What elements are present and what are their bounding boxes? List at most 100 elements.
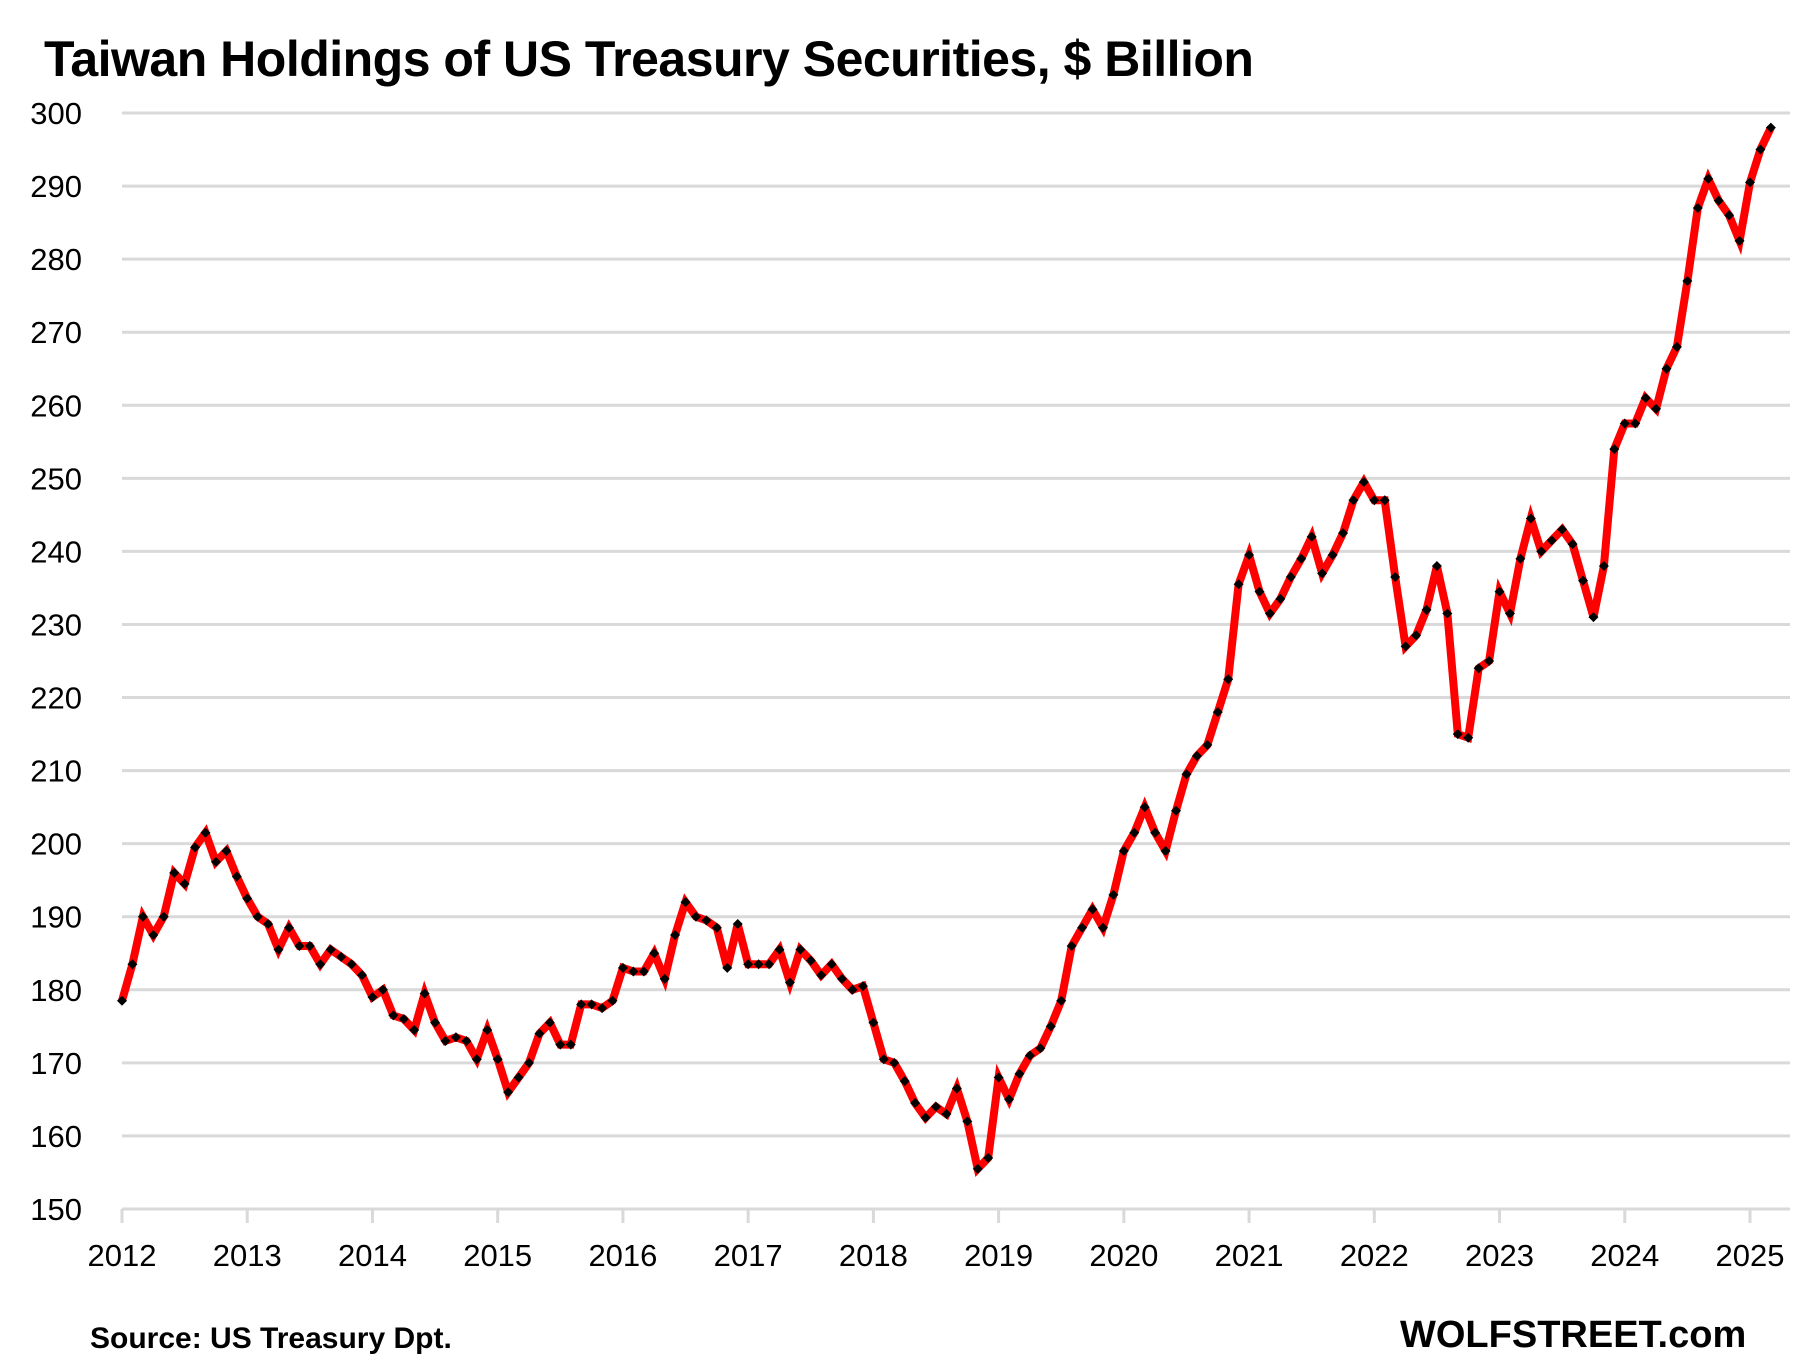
data-point [889, 1057, 900, 1068]
data-point [127, 959, 138, 970]
data-point [649, 948, 660, 959]
data-point [1713, 195, 1724, 206]
data-point [252, 911, 263, 922]
data-point [1129, 827, 1140, 838]
data-point [743, 959, 754, 970]
data-point [628, 966, 639, 977]
y-tick-label: 180 [30, 973, 82, 1008]
data-point [711, 922, 722, 933]
y-tick-label: 220 [30, 681, 82, 716]
y-tick-label: 210 [30, 754, 82, 789]
x-tick-label: 2021 [1215, 1238, 1284, 1273]
data-point [931, 1101, 941, 1112]
data-point [1212, 707, 1223, 718]
data-point [388, 1010, 399, 1021]
data-point [1202, 740, 1213, 751]
y-tick-label: 160 [30, 1119, 82, 1154]
data-point [242, 893, 253, 904]
x-tick-label: 2019 [964, 1238, 1033, 1273]
data-point [764, 959, 775, 970]
data-point [231, 871, 242, 882]
y-axis-ticks: 150 160 170 180 190 200 210 220 230 240 250 260 270 2… [30, 96, 82, 1227]
data-point [1118, 845, 1129, 856]
data-point [1296, 553, 1307, 564]
data-point [263, 919, 274, 930]
x-axis-ticks: 2012 2013 2014 2015 2016 2017 2018 2019 2020 2021… [88, 1209, 1784, 1273]
y-tick-label: 260 [30, 388, 82, 423]
data-point [544, 1017, 555, 1028]
data-point [1338, 528, 1348, 539]
data-point [1139, 802, 1150, 813]
y-tick-label: 190 [30, 900, 82, 935]
data-point [377, 984, 388, 995]
data-point [325, 944, 336, 955]
data-point [1546, 535, 1557, 546]
x-tick-label: 2016 [588, 1238, 657, 1273]
data-point [972, 1163, 983, 1174]
data-point [826, 959, 837, 970]
y-tick-label: 150 [30, 1192, 82, 1227]
data-point [440, 1035, 451, 1046]
data-point [336, 951, 347, 962]
data-point [534, 1028, 545, 1039]
x-tick-label: 2015 [463, 1238, 532, 1273]
data-point [1358, 476, 1369, 487]
data-point [1504, 608, 1515, 619]
data-point [847, 984, 858, 995]
x-tick-label: 2024 [1590, 1238, 1659, 1273]
data-point [1494, 586, 1505, 597]
data-point [1598, 561, 1609, 572]
data-point [576, 999, 587, 1010]
data-point [117, 995, 127, 1006]
data-point [638, 966, 649, 977]
data-point [1692, 202, 1703, 213]
data-point [1191, 750, 1202, 761]
data-point [1578, 575, 1589, 586]
data-point [1745, 177, 1755, 188]
data-point [492, 1054, 503, 1065]
data-point [346, 959, 357, 970]
series-line [118, 125, 1775, 1177]
data-point [1035, 1043, 1046, 1054]
data-point [524, 1057, 534, 1068]
x-tick-label: 2018 [839, 1238, 908, 1273]
chart-title: Taiwan Holdings of US Treasury Securitie… [44, 31, 1254, 87]
data-point [1703, 173, 1714, 184]
data-point [367, 992, 378, 1003]
data-point [920, 1112, 931, 1123]
source-note: Source: US Treasury Dpt. [90, 1322, 452, 1355]
data-point [1045, 1021, 1056, 1032]
data-point [1411, 630, 1422, 641]
data-point [419, 988, 430, 999]
data-point [1525, 513, 1536, 524]
data-point [1452, 729, 1463, 740]
data-point [461, 1035, 472, 1046]
data-point [210, 856, 221, 867]
data-point [1087, 904, 1098, 915]
data-point [659, 973, 670, 984]
data-point [304, 940, 315, 951]
x-tick-label: 2020 [1089, 1238, 1158, 1273]
data-point [1306, 531, 1317, 542]
data-point [1014, 1068, 1025, 1079]
data-point [837, 973, 848, 984]
data-point [1463, 732, 1474, 743]
data-point [868, 1017, 879, 1028]
x-tick-label: 2014 [338, 1238, 407, 1273]
data-point [670, 930, 681, 940]
data-point [430, 1017, 441, 1028]
markers-group [117, 122, 1776, 1174]
data-point [774, 944, 785, 955]
data-point [993, 1072, 1004, 1083]
data-point [513, 1072, 524, 1083]
data-point [1671, 341, 1682, 352]
data-point [1317, 568, 1328, 579]
data-point [1400, 641, 1411, 652]
data-point [1421, 604, 1432, 615]
data-point [1734, 235, 1745, 246]
data-point [607, 995, 618, 1006]
data-point [753, 959, 764, 970]
data-point [1557, 524, 1568, 535]
data-point [1651, 403, 1662, 414]
data-point [158, 911, 169, 922]
